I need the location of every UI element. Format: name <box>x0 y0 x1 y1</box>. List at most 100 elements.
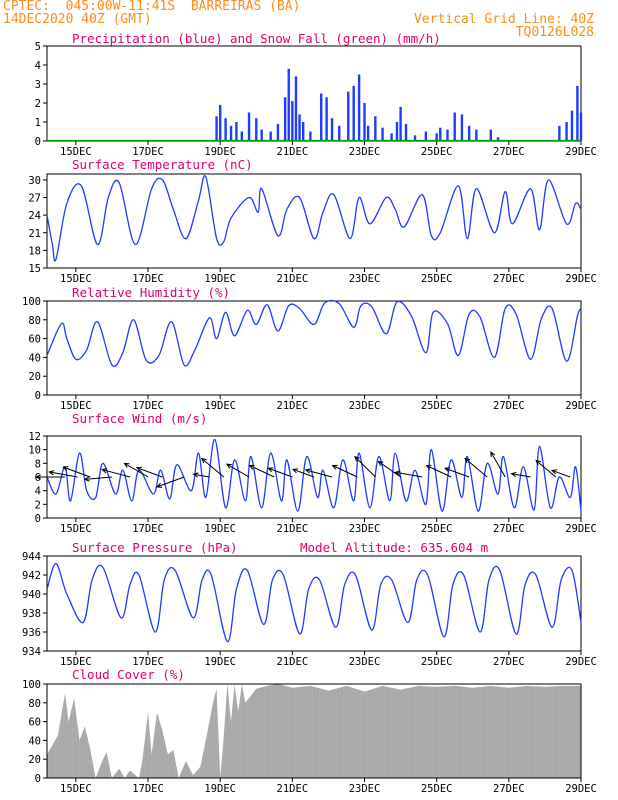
wind-wind-arrow-head <box>62 466 69 472</box>
precipitation-bar <box>301 122 305 141</box>
humidity-panel: Relative Humidity (%) 0 20 40 60 80 100 15DEC 17… <box>22 285 597 412</box>
precipitation-bar <box>255 118 258 141</box>
precipitation-xtick-label: 19DEC <box>204 146 236 158</box>
header-run-time: 14DEC2020 40Z (GMT) <box>3 12 152 27</box>
wind-wind-arrow <box>292 468 315 478</box>
wind-wind-arrow <box>511 473 531 478</box>
wind-wind-arrow-head <box>192 472 199 478</box>
wind-wind-arrow-head <box>155 482 163 488</box>
temperature-ytick-label: 24 <box>28 210 41 222</box>
wind-wind-arrow <box>551 469 571 478</box>
precipitation-bar <box>224 118 227 141</box>
cloud-cover-ytick-label: 100 <box>22 679 41 691</box>
pressure-annotation: Model Altitude: 635.604 m <box>300 540 488 555</box>
pressure-ytick-label: 938 <box>22 608 41 620</box>
wind-wind-arrow <box>249 465 275 478</box>
humidity-ytick-label: 60 <box>28 334 41 346</box>
precipitation-bar <box>363 103 366 141</box>
cloud-cover-ytick-label: 40 <box>28 735 41 747</box>
pressure-xtick-label: 25DEC <box>421 656 453 668</box>
wind-xtick-label: 15DEC <box>60 523 92 535</box>
precipitation-xtick-label: 25DEC <box>421 146 453 158</box>
temperature-xtick-label: 19DEC <box>204 273 236 285</box>
wind-ytick-label: 4 <box>35 486 41 498</box>
precipitation-bar <box>276 123 280 141</box>
precipitation-ytick-label: 5 <box>35 41 41 53</box>
temperature-xtick-label: 21DEC <box>277 273 309 285</box>
wind-wind-arrow-head <box>35 474 41 480</box>
cloud-cover-panel: Cloud Cover (%) 0 20 40 60 80 100 15DEC 17DEC 19D… <box>22 667 597 795</box>
wind-wind-arrow <box>49 471 78 478</box>
precipitation-xtick-label: 17DEC <box>132 146 164 158</box>
precipitation-bar <box>309 131 312 141</box>
temperature-ytick-label: 21 <box>28 228 41 240</box>
precipitation-bar <box>496 137 500 141</box>
precipitation-bar <box>565 122 568 141</box>
precipitation-bar <box>399 106 402 141</box>
precipitation-bar <box>390 133 393 141</box>
precipitation-bar <box>260 129 263 141</box>
wind-wind-arrow <box>124 462 149 478</box>
humidity-ytick-label: 80 <box>28 315 41 327</box>
wind-xtick-label: 17DEC <box>132 523 164 535</box>
wind-wind-arrow-head <box>48 470 55 476</box>
precipitation-frame <box>46 45 582 142</box>
cloud-cover-ytick-label: 60 <box>28 717 41 729</box>
precipitation-bar <box>374 116 377 141</box>
humidity-ytick-label: 20 <box>28 371 41 383</box>
wind-wind-arrow-head <box>425 464 432 470</box>
precipitation-bar <box>229 125 233 141</box>
wind-ytick-label: 10 <box>28 445 41 457</box>
temperature-xtick-label: 17DEC <box>132 273 164 285</box>
pressure-ytick-label: 936 <box>22 627 41 639</box>
precipitation-bar <box>247 112 251 141</box>
wind-wind-arrow <box>332 465 358 478</box>
humidity-frame <box>46 300 582 396</box>
wind-wind-arrow-head <box>135 466 142 472</box>
precipitation-panel: Precipitation (blue) and Snow Fall (gree… <box>35 31 597 158</box>
cloud-cover-area <box>47 684 581 778</box>
precipitation-bar <box>287 68 290 141</box>
pressure-ytick-label: 944 <box>22 551 41 563</box>
header-line-1: CPTEC: 045:00W-11:41S BARREIRAS (BA) <box>3 0 300 13</box>
precipitation-bar <box>381 127 384 141</box>
precipitation-bar <box>352 85 355 141</box>
temperature-xtick-label: 25DEC <box>421 273 453 285</box>
wind-wind-arrow-head <box>354 455 360 462</box>
pressure-xtick-label: 19DEC <box>204 656 236 668</box>
wind-wind-arrow <box>193 473 210 478</box>
precipitation-bar <box>558 125 561 141</box>
temperature-xtick-label: 23DEC <box>349 273 381 285</box>
precipitation-bar <box>347 91 350 141</box>
wind-xtick-label: 25DEC <box>421 523 453 535</box>
wind-wind-arrow <box>378 460 401 478</box>
humidity-title: Relative Humidity (%) <box>72 285 230 300</box>
wind-wind-arrow-head <box>331 464 338 470</box>
precipitation-bar <box>413 135 417 141</box>
wind-wind-arrow <box>226 463 250 478</box>
cloud-cover-xtick-label: 19DEC <box>204 783 236 795</box>
pressure-xtick-label: 29DEC <box>565 656 597 668</box>
precipitation-bar <box>579 112 583 141</box>
humidity-xtick-label: 25DEC <box>421 400 453 412</box>
header-source: CPTEC: <box>3 0 50 14</box>
header-right: Vertical Grid Line: 40Z TQ0126L028 <box>414 13 594 39</box>
wind-wind-arrow-head <box>267 467 274 473</box>
wind-xtick-label: 27DEC <box>493 523 525 535</box>
wind-wind-arrow <box>354 456 376 478</box>
precipitation-xtick-label: 15DEC <box>60 146 92 158</box>
header-left: CPTEC: 045:00W-11:41S BARREIRAS (BA) 14D… <box>3 0 300 26</box>
precipitation-bar <box>424 131 428 141</box>
temperature-title: Surface Temperature (nC) <box>72 157 253 172</box>
precipitation-bar <box>283 97 287 141</box>
pressure-ytick-label: 942 <box>22 570 41 582</box>
precipitation-bar <box>357 74 361 141</box>
cloud-cover-ytick-label: 20 <box>28 754 41 766</box>
pressure-xtick-label: 23DEC <box>349 656 381 668</box>
temperature-ytick-label: 18 <box>28 245 41 257</box>
pressure-xtick-label: 17DEC <box>132 656 164 668</box>
header-grid-note: Vertical Grid Line: 40Z <box>413 12 594 27</box>
precipitation-bar <box>240 131 244 141</box>
precipitation-bar <box>460 114 464 141</box>
wind-title: Surface Wind (m/s) <box>72 411 207 426</box>
